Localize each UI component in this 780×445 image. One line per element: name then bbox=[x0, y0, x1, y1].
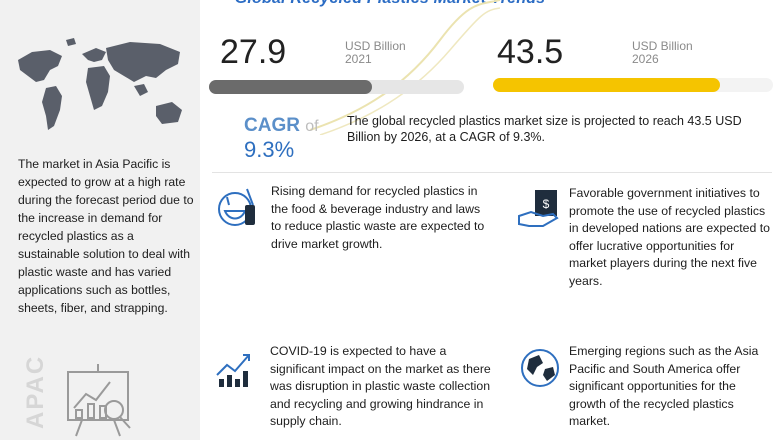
unit-2026: USD Billion 2026 bbox=[632, 39, 693, 66]
market-summary: The global recycled plastics market size… bbox=[347, 114, 742, 144]
food-beverage-icon bbox=[215, 185, 261, 231]
svg-text:$: $ bbox=[543, 197, 550, 211]
cagr-value: 9.3% bbox=[244, 137, 295, 162]
bar-2021-track bbox=[209, 80, 464, 94]
market-value-2026: 43.5 bbox=[497, 33, 564, 71]
point-3-text: COVID-19 is expected to have a significa… bbox=[270, 344, 491, 428]
point-1-text: Rising demand for recycled plastics in t… bbox=[271, 184, 485, 251]
unit-2021: USD Billion 2021 bbox=[345, 39, 406, 66]
globe-icon bbox=[517, 345, 563, 391]
apac-description: The market in Asia Pacific is expected t… bbox=[18, 157, 194, 315]
apac-panel: The market in Asia Pacific is expected t… bbox=[0, 0, 200, 440]
bar-2026-track bbox=[493, 78, 773, 92]
growth-chart-icon bbox=[213, 345, 259, 391]
cagr-label: CAGR of bbox=[244, 115, 319, 136]
point-4-text: Emerging regions such as the Asia Pacifi… bbox=[569, 344, 759, 428]
presentation-chart-icon bbox=[62, 362, 142, 440]
decorative-swoosh bbox=[309, 0, 500, 135]
apac-watermark: APAC bbox=[22, 354, 49, 429]
divider bbox=[212, 172, 772, 173]
government-hand-icon: $ bbox=[517, 186, 563, 232]
page-title: Global Recycled Plastics Market Trends bbox=[0, 0, 780, 10]
world-map-icon bbox=[10, 30, 195, 145]
bar-2026-fill bbox=[493, 78, 720, 92]
point-2-text: Favorable government initiatives to prom… bbox=[569, 186, 770, 288]
bar-2021-fill bbox=[209, 80, 373, 94]
market-value-2021: 27.9 bbox=[220, 33, 287, 71]
